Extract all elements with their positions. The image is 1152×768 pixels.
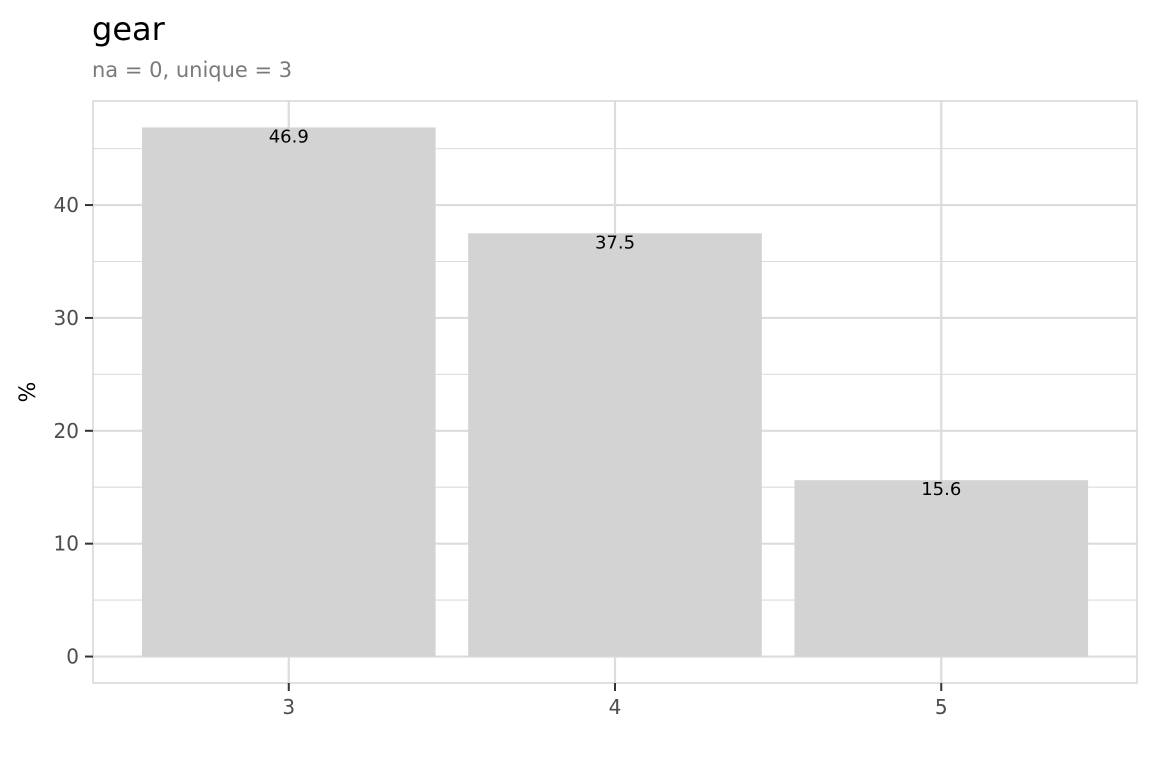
data-label: 46.9: [269, 126, 309, 147]
data-label: 37.5: [595, 232, 635, 253]
axes: 0 10 20 30 40 3 4 5: [54, 193, 948, 719]
x-tick-label: 3: [282, 695, 295, 719]
y-tick-label: 20: [54, 419, 79, 443]
chart-title: gear: [92, 10, 165, 48]
bar-gear-5: [794, 480, 1089, 657]
y-tick-label: 40: [54, 193, 79, 217]
y-tick-label: 30: [54, 306, 79, 330]
data-labels: 46.9 37.5 15.6: [269, 126, 962, 500]
data-label: 15.6: [921, 479, 961, 500]
y-tick-label: 10: [54, 532, 79, 556]
bar-gear-3: [141, 127, 436, 657]
x-tick-label: 5: [935, 695, 948, 719]
bars: [141, 127, 1089, 657]
y-axis-title: %: [16, 382, 41, 403]
chart-subtitle: na = 0, unique = 3: [92, 58, 293, 82]
x-tick-label: 4: [609, 695, 622, 719]
y-tick-label: 0: [66, 645, 79, 669]
bar-gear-4: [468, 233, 762, 657]
